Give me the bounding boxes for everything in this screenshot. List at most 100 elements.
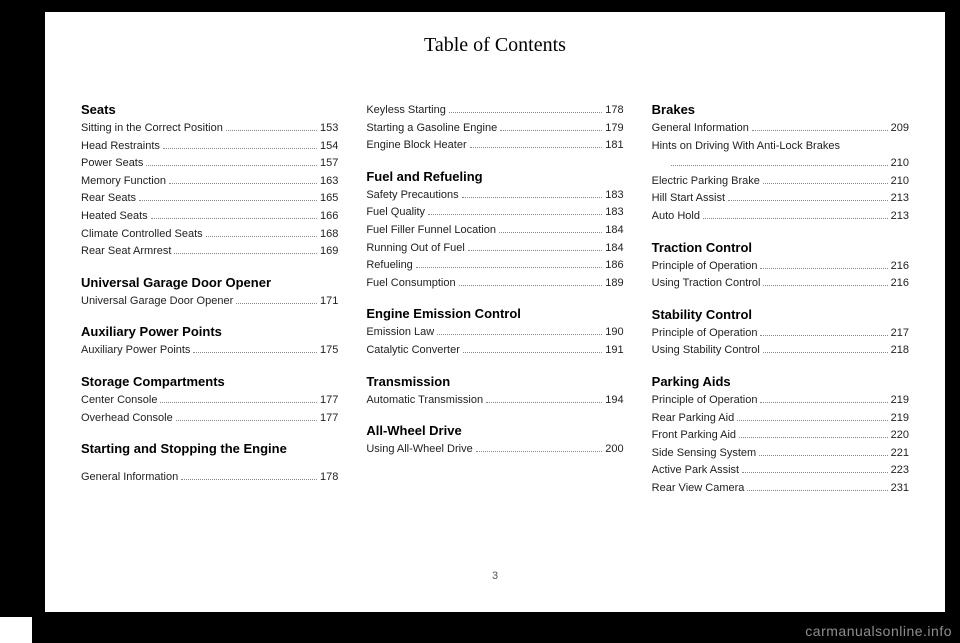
toc-entry: Catalytic Converter191 (366, 342, 623, 360)
toc-page-number: 194 (605, 392, 623, 410)
toc-leader-dots (468, 250, 603, 251)
toc-page-number: 177 (320, 392, 338, 410)
toc-leader-dots (737, 420, 887, 421)
toc-page-number: 220 (891, 427, 909, 445)
toc-label: Starting a Gasoline Engine (366, 120, 497, 138)
toc-leader-dots (739, 437, 888, 438)
toc-entry: Rear Seat Armrest169 (81, 243, 338, 261)
toc-page-number: 163 (320, 173, 338, 191)
toc-entry: Engine Block Heater181 (366, 137, 623, 155)
spacer (81, 459, 338, 469)
spine-tab (0, 617, 32, 643)
toc-leader-dots (703, 218, 888, 219)
toc-label: Rear Seats (81, 190, 136, 208)
toc-page-number: 169 (320, 243, 338, 261)
toc-entry: Head Restraints 154 (81, 138, 338, 156)
toc-leader-dots (763, 183, 888, 184)
toc-columns: SeatsSitting in the Correct Position153H… (45, 72, 945, 508)
toc-label: Power Seats (81, 155, 143, 173)
toc-label: Head Restraints (81, 138, 160, 156)
toc-page-number: 216 (891, 275, 909, 293)
toc-page-number: 171 (320, 293, 338, 311)
toc-leader-dots (728, 200, 888, 201)
toc-label: Hints on Driving With Anti-Lock Brakes (652, 138, 909, 156)
toc-entry: Safety Precautions183 (366, 187, 623, 205)
toc-label: Center Console (81, 392, 157, 410)
toc-entry: Power Seats157 (81, 155, 338, 173)
toc-page-number: 154 (320, 138, 338, 156)
toc-entry: Using Traction Control 216 (652, 275, 909, 293)
toc-leader-dots (206, 236, 317, 237)
toc-leader-dots (486, 402, 602, 403)
toc-leader-dots (449, 112, 602, 113)
toc-label: Sitting in the Correct Position (81, 120, 223, 138)
toc-leader-dots (176, 420, 317, 421)
toc-label: Principle of Operation (652, 258, 758, 276)
toc-label: Auxiliary Power Points (81, 342, 190, 360)
toc-leader-dots (160, 402, 317, 403)
toc-page-number: 210 (891, 173, 909, 191)
toc-label: Fuel Filler Funnel Location (366, 222, 496, 240)
toc-entry: Emission Law190 (366, 324, 623, 342)
toc-page-number: 186 (605, 257, 623, 275)
toc-label: Front Parking Aid (652, 427, 736, 445)
toc-leader-dots (169, 183, 317, 184)
toc-section-heading: All-Wheel Drive (366, 423, 623, 438)
toc-page-number: 178 (320, 469, 338, 487)
toc-leader-dots (139, 200, 317, 201)
toc-page-number: 179 (605, 120, 623, 138)
toc-page-number: 183 (605, 187, 623, 205)
toc-page-number: 165 (320, 190, 338, 208)
toc-label: Active Park Assist (652, 462, 739, 480)
toc-entry: Rear Parking Aid219 (652, 410, 909, 428)
content-area: SeatsSitting in the Correct Position153H… (45, 72, 945, 592)
toc-leader-dots (459, 285, 603, 286)
toc-label: Principle of Operation (652, 392, 758, 410)
toc-page-number: 223 (891, 462, 909, 480)
toc-entry: Hill Start Assist213 (652, 190, 909, 208)
toc-entry: Heated Seats 166 (81, 208, 338, 226)
toc-label: Refueling (366, 257, 412, 275)
toc-entry: Sitting in the Correct Position153 (81, 120, 338, 138)
toc-entry: Electric Parking Brake210 (652, 173, 909, 191)
toc-page-number: 168 (320, 226, 338, 244)
toc-leader-dots (416, 267, 602, 268)
toc-entry: Hints on Driving With Anti-Lock Brakes21… (652, 138, 909, 173)
toc-page-number: 177 (320, 410, 338, 428)
toc-section-heading: Stability Control (652, 307, 909, 322)
toc-leader-dots (742, 472, 888, 473)
toc-label: Engine Block Heater (366, 137, 466, 155)
toc-leader-dots (476, 451, 603, 452)
toc-page-number: 178 (605, 102, 623, 120)
toc-entry: Principle of Operation217 (652, 325, 909, 343)
toc-page-number: 200 (605, 441, 623, 459)
toc-label: Rear Parking Aid (652, 410, 735, 428)
toc-label: Using Traction Control (652, 275, 761, 293)
toc-entry: Principle of Operation216 (652, 258, 909, 276)
toc-entry: Rear Seats 165 (81, 190, 338, 208)
toc-entry: Refueling 186 (366, 257, 623, 275)
toc-page-number: 213 (891, 190, 909, 208)
toc-section-heading: Fuel and Refueling (366, 169, 623, 184)
toc-entry: Running Out of Fuel184 (366, 240, 623, 258)
toc-label: Fuel Consumption (366, 275, 455, 293)
toc-entry: Using All-Wheel Drive200 (366, 441, 623, 459)
toc-entry: Fuel Consumption189 (366, 275, 623, 293)
toc-label: Keyless Starting (366, 102, 445, 120)
toc-entry: Automatic Transmission194 (366, 392, 623, 410)
toc-page-number: 166 (320, 208, 338, 226)
toc-entry: Overhead Console 177 (81, 410, 338, 428)
toc-label: Overhead Console (81, 410, 173, 428)
toc-entry: Using Stability Control218 (652, 342, 909, 360)
toc-label: Memory Function (81, 173, 166, 191)
toc-label: Rear View Camera (652, 480, 745, 498)
toc-entry: Rear View Camera231 (652, 480, 909, 498)
page-number: 3 (45, 570, 945, 582)
toc-label: Heated Seats (81, 208, 148, 226)
toc-section-heading: Parking Aids (652, 374, 909, 389)
toc-section-heading: Starting and Stopping the Engine (81, 441, 338, 456)
toc-label: Using Stability Control (652, 342, 760, 360)
toc-leader-dots (499, 232, 602, 233)
toc-leader-dots (763, 352, 888, 353)
toc-leader-dots (151, 218, 317, 219)
